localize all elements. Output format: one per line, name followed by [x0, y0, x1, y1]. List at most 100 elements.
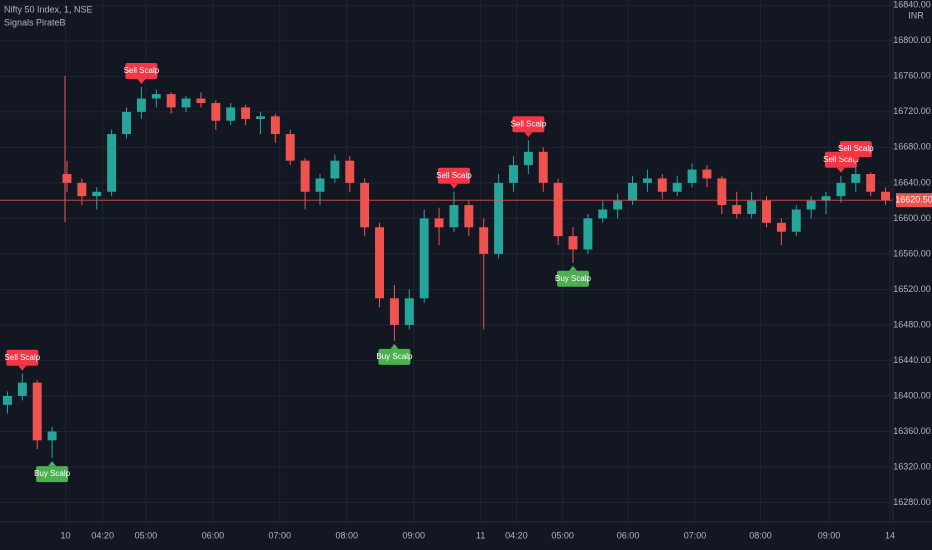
candle-body — [241, 107, 251, 119]
signal-box — [512, 116, 545, 133]
x-tick-label: 04:20 — [505, 530, 528, 540]
x-tick-label: 05:00 — [551, 530, 574, 540]
candle-body — [583, 218, 593, 250]
candle-body — [255, 116, 265, 119]
candle-body — [702, 169, 712, 179]
candle-body — [866, 174, 876, 192]
signal-pointer — [836, 167, 845, 173]
indicator-name: Signals PirateB — [4, 17, 66, 27]
candle-body — [464, 205, 474, 228]
candle-body — [851, 174, 861, 183]
x-tick-label: 07:00 — [269, 530, 292, 540]
signal-pointer — [569, 265, 578, 271]
candle-body — [538, 151, 548, 183]
candle-body — [747, 200, 757, 214]
candle-body — [17, 382, 27, 396]
candle-body — [77, 182, 87, 197]
candle-body — [389, 298, 399, 325]
plot: Sell Scalp Buy Scalp Sell Scalp Buy Scalp Se… — [0, 63, 893, 483]
y-tick-label: 16640.00 — [893, 177, 931, 187]
last-price-box — [896, 193, 932, 208]
candle-body — [151, 94, 161, 99]
x-tick-label: 08:00 — [336, 530, 359, 540]
signal-pointer — [449, 183, 458, 189]
candle-body — [2, 395, 12, 405]
signal-box — [6, 349, 39, 366]
x-tick-label: 10 — [60, 530, 70, 540]
sell-signal: Sell Scalp — [436, 167, 472, 189]
signal-label: Sell Scalp — [436, 171, 472, 180]
y-tick-label: 16440.00 — [893, 355, 931, 365]
x-tick-label: 14 — [885, 530, 895, 540]
x-tick-label: 07:00 — [684, 530, 707, 540]
candle-body — [404, 298, 414, 325]
x-tick-label: 06:00 — [202, 530, 225, 540]
axes: 16280.00 16320.00 16360.00 16400.00 16440.00… — [60, 0, 932, 540]
candle-body — [642, 178, 652, 183]
candle-body — [776, 222, 786, 232]
candle-body — [434, 218, 444, 228]
candle-body — [836, 182, 846, 197]
candle-body — [598, 209, 608, 219]
candle-body — [32, 382, 42, 441]
candle-body — [732, 205, 742, 214]
sell-signal: Sell Scalp — [124, 63, 160, 84]
candle-body — [345, 160, 355, 183]
y-tick-label: 16760.00 — [893, 71, 931, 81]
candle-body — [47, 431, 57, 441]
signal-label: Sell Scalp — [838, 144, 874, 153]
x-tick-label: 09:00 — [402, 530, 425, 540]
y-tick-label: 16400.00 — [893, 390, 931, 400]
y-tick-label: 16520.00 — [893, 284, 931, 294]
x-tick-label: 11 — [476, 530, 485, 540]
candle-body — [92, 191, 102, 197]
buy-signal: Buy Scalp — [34, 461, 71, 483]
y-tick-label: 16480.00 — [893, 319, 931, 329]
signal-box — [125, 63, 158, 79]
candle-body — [717, 178, 727, 206]
x-tick-label: 04:20 — [91, 530, 114, 540]
candle-body — [62, 174, 72, 183]
candle-body — [211, 102, 221, 121]
y-tick-label: 16720.00 — [893, 106, 931, 116]
sell-signal: Sell Scalp — [5, 349, 41, 371]
candle-body — [806, 200, 816, 210]
signal-label: Sell Scalp — [823, 155, 859, 164]
candle-body — [494, 182, 504, 254]
candle-body — [107, 134, 117, 192]
signal-box — [557, 270, 590, 287]
candle-body — [657, 178, 667, 192]
sell-signal: Sell Scalp — [838, 141, 874, 163]
x-tick-label: 09:00 — [818, 530, 841, 540]
signal-pointer — [851, 157, 860, 163]
signal-pointer — [390, 343, 399, 349]
signal-pointer — [524, 132, 533, 138]
signal-box — [839, 141, 872, 158]
y-tick-label: 16360.00 — [893, 426, 931, 436]
candle-body — [762, 200, 771, 223]
grid — [0, 0, 893, 522]
candle-body — [687, 169, 697, 183]
candle-body — [791, 209, 801, 232]
y-tick-label: 16600.00 — [893, 213, 931, 223]
candle-body — [881, 191, 891, 201]
chart-title: Nifty 50 Index, 1, NSE — [4, 4, 93, 14]
candle-body — [285, 134, 295, 161]
candle-body — [136, 98, 146, 112]
candle-body — [553, 182, 563, 237]
buy-signal: Buy Scalp — [376, 343, 413, 365]
candle-body — [315, 178, 325, 192]
candle-body — [375, 227, 384, 299]
x-tick-label: 08:00 — [749, 530, 772, 540]
signal-label: Sell Scalp — [5, 353, 41, 362]
y-tick-label: 16680.00 — [893, 142, 931, 152]
candle-body — [821, 196, 831, 201]
candle-body — [568, 236, 578, 250]
signal-pointer — [18, 365, 27, 371]
signal-label: Sell Scalp — [124, 66, 160, 75]
candle-body — [196, 98, 206, 103]
candle-body — [181, 98, 191, 108]
